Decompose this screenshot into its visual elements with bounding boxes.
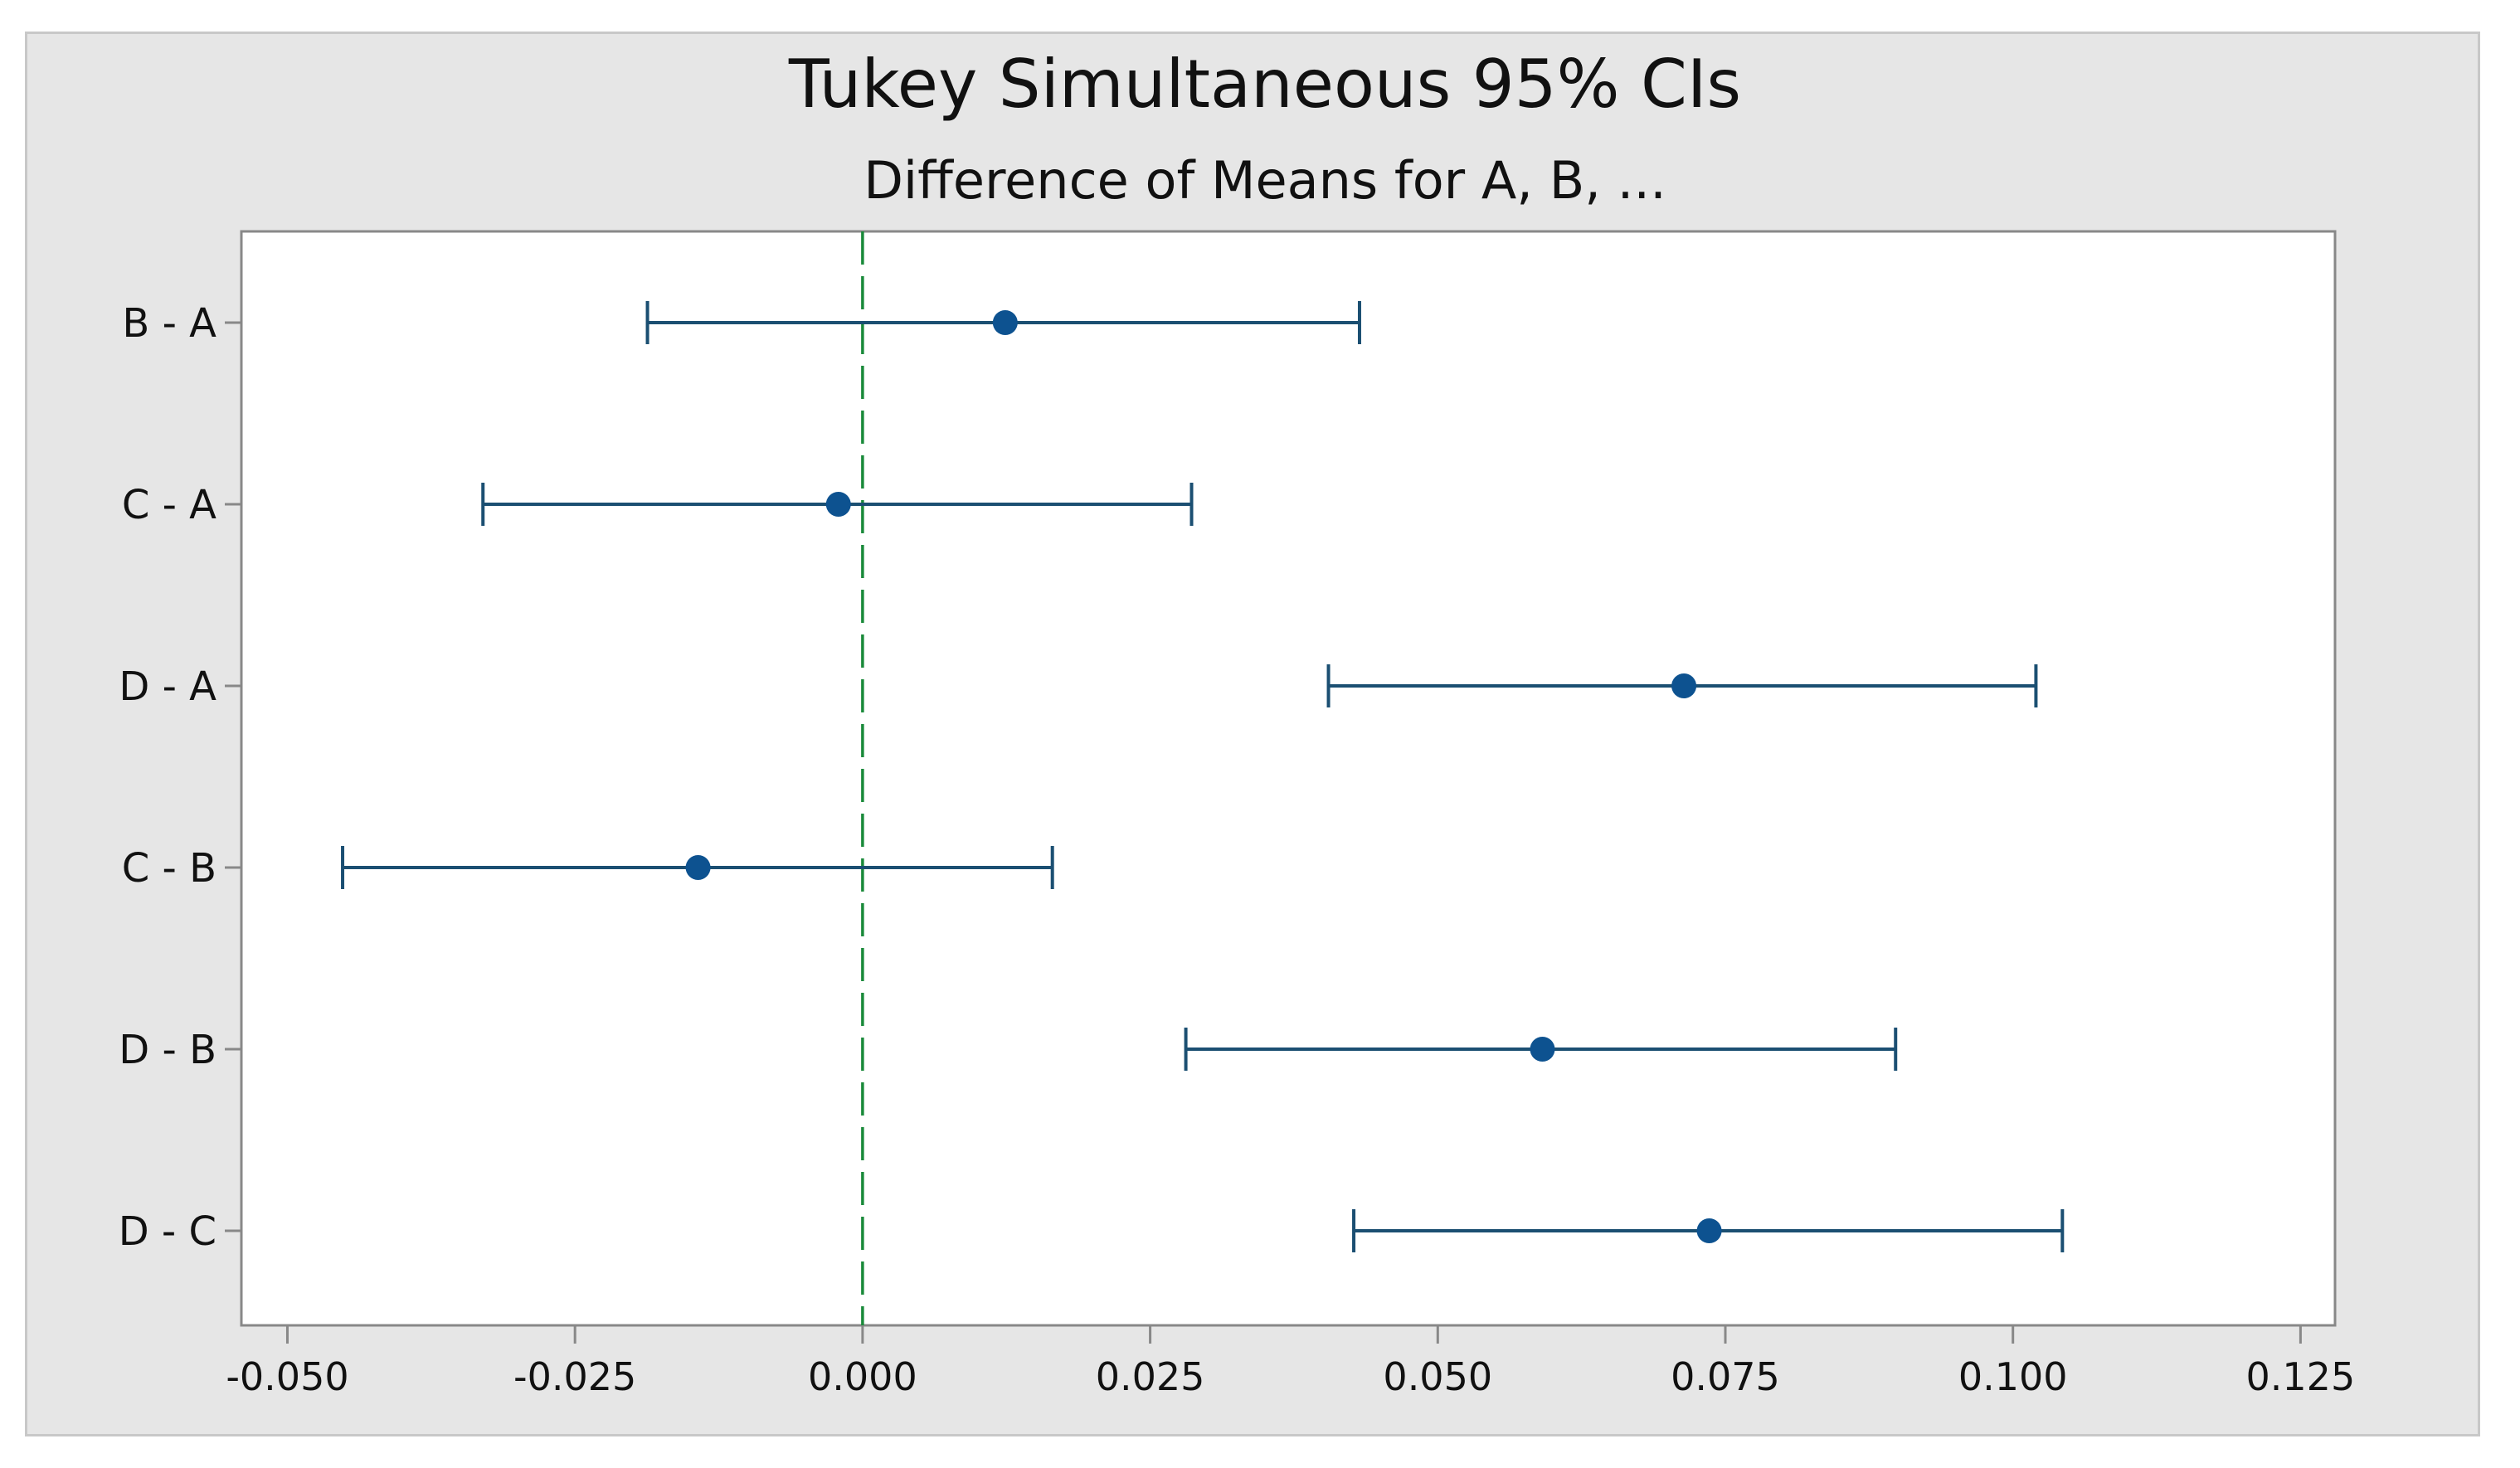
plot-area (240, 230, 2337, 1327)
x-tick-label: -0.050 (226, 1354, 348, 1399)
mean-point (685, 855, 711, 880)
mean-point (1671, 673, 1697, 698)
tukey-interval-chart: Tukey Simultaneous 95% CIs Difference of… (119, 46, 2356, 1399)
chart-title: Tukey Simultaneous 95% CIs (788, 46, 1741, 123)
x-tick-label: 0.025 (1096, 1354, 1205, 1399)
chart-marks: -0.050 -0.025 0.000 0.025 0.050 0.075 0.100 0.1… (119, 231, 2356, 1399)
x-tick-label: 0.125 (2246, 1354, 2356, 1399)
mean-point (1530, 1037, 1555, 1062)
x-tick-label: 0.100 (1958, 1354, 2068, 1399)
x-tick-label: 0.075 (1671, 1354, 1780, 1399)
y-tick-label: D - C (119, 1208, 216, 1255)
y-tick-label: D - B (119, 1027, 216, 1073)
chart-subtitle: Difference of Means for A, B, ... (864, 150, 1666, 211)
chart-frame: Tukey Simultaneous 95% CIs Difference of… (25, 32, 2480, 1436)
mean-point (825, 492, 851, 517)
x-tick-label: 0.000 (808, 1354, 917, 1399)
y-tick-label: C - A (122, 482, 216, 528)
y-tick-label: B - A (122, 300, 216, 347)
x-tick-label: -0.025 (513, 1354, 636, 1399)
x-tick-label: 0.050 (1383, 1354, 1492, 1399)
mean-point (992, 310, 1018, 335)
y-tick-label: C - B (122, 845, 216, 892)
mean-point (1696, 1218, 1722, 1243)
y-tick-label: D - A (119, 664, 216, 710)
